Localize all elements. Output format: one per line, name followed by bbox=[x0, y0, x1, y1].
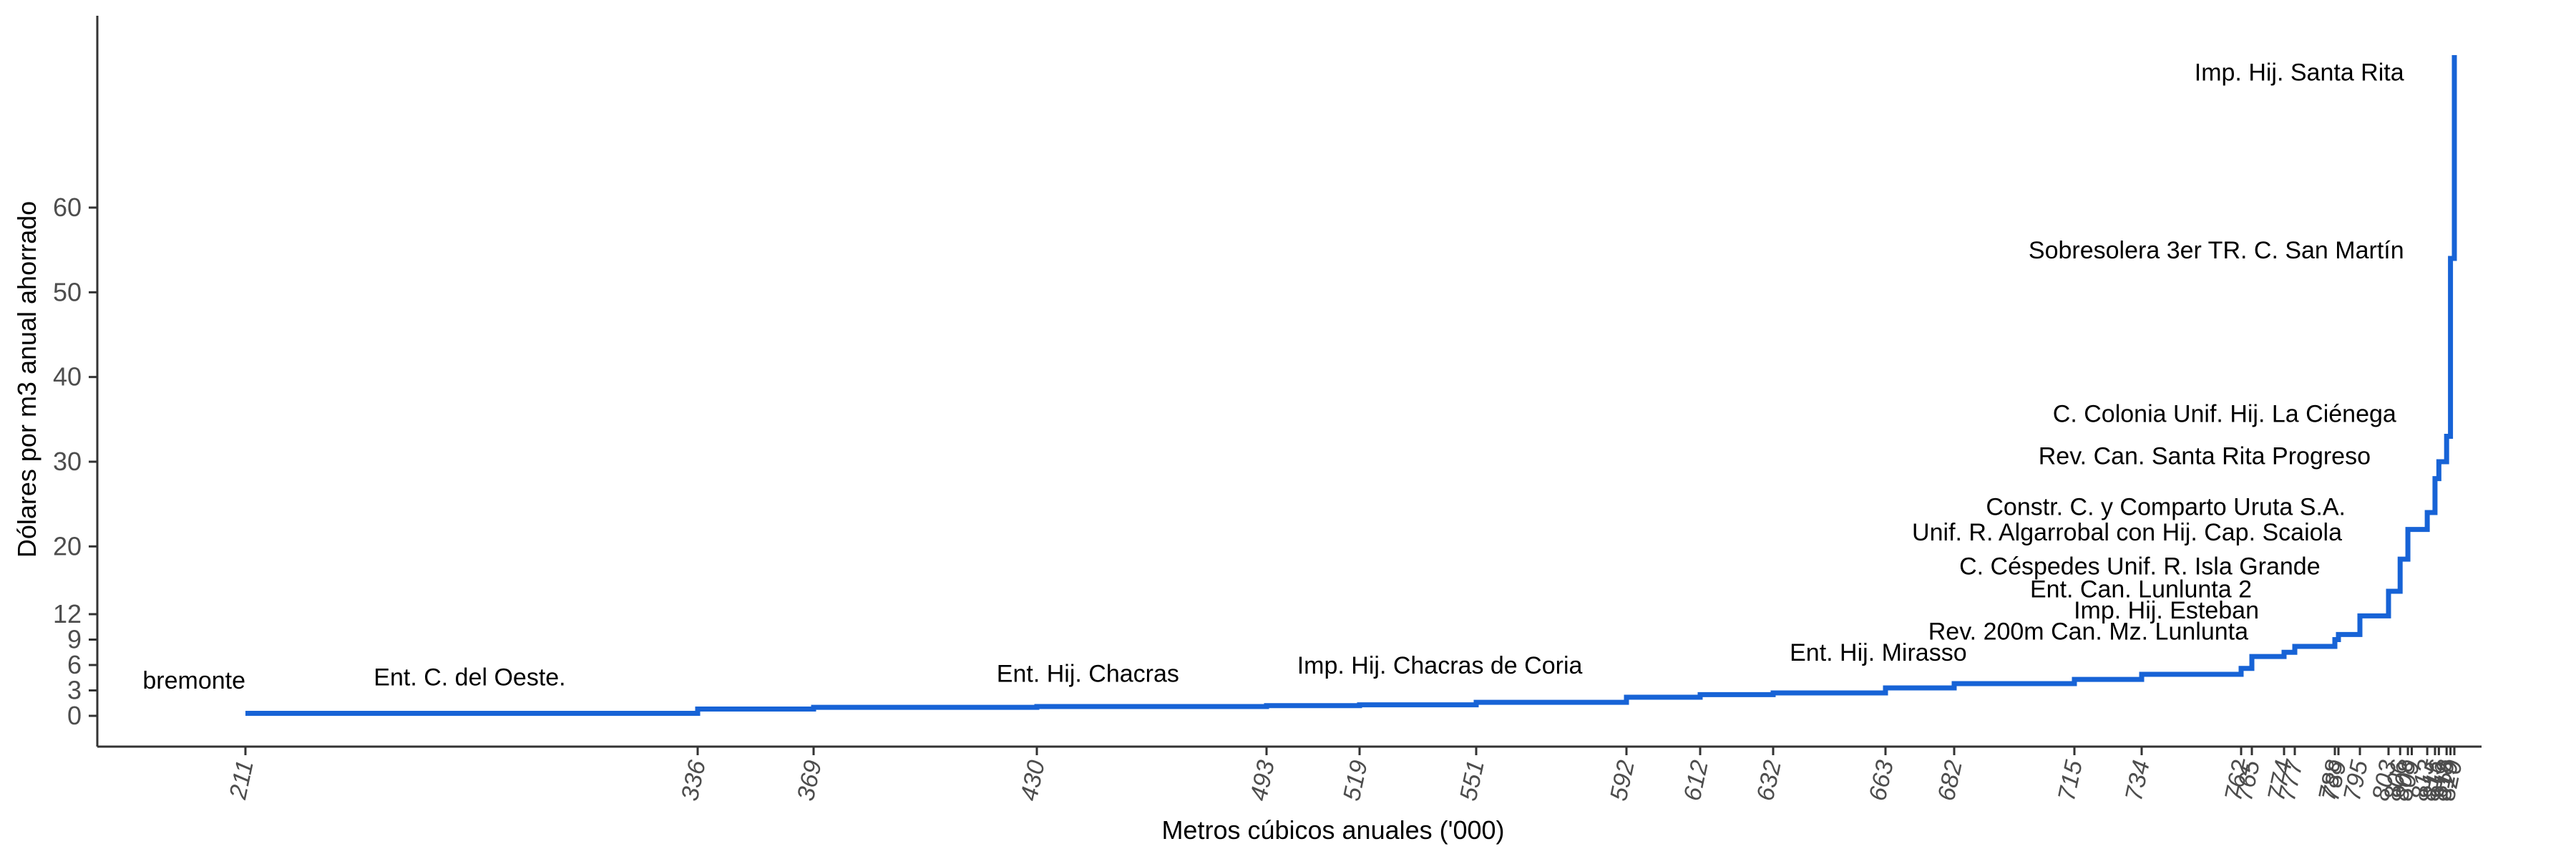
x-tick-label: 369 bbox=[792, 758, 827, 803]
y-tick-label: 12 bbox=[53, 599, 82, 629]
x-ticks: 211 336 369 430 493 519 551 592 612 632 663 682 715 7… bbox=[224, 747, 2468, 803]
annotation-label: Rev. Can. Santa Rita Progreso bbox=[2039, 443, 2371, 470]
x-tick-label: 336 bbox=[676, 758, 711, 803]
annotation-label: Ent. Can. Lunlunta 2 bbox=[2030, 576, 2252, 603]
annotation-label: Unif. R. Algarrobal con Hij. Cap. Scaiol… bbox=[1912, 519, 2342, 546]
x-tick-label: 734 bbox=[2120, 758, 2155, 803]
annotation-label: C. Colonia Unif. Hij. La Ciénega bbox=[2053, 400, 2396, 427]
x-tick-label: 519 bbox=[1338, 758, 1373, 803]
x-tick-label: 211 bbox=[224, 758, 259, 802]
annotation-label: Imp. Hij. Santa Rita bbox=[2195, 59, 2404, 87]
series-line bbox=[245, 55, 2457, 716]
x-tick-label: 493 bbox=[1245, 758, 1280, 803]
annotation-label: bremonte bbox=[142, 667, 245, 694]
x-tick-label: 682 bbox=[1933, 758, 1968, 803]
y-tick-label: 3 bbox=[67, 676, 82, 705]
annotation-label: Imp. Hij. Esteban bbox=[2074, 597, 2259, 624]
x-tick-label: 663 bbox=[1864, 758, 1899, 803]
y-tick-label: 0 bbox=[67, 701, 82, 730]
x-tick-label: 612 bbox=[1679, 758, 1714, 803]
y-tick-label: 50 bbox=[53, 277, 82, 306]
x-tick-label: 592 bbox=[1605, 758, 1640, 803]
x-tick-label: 551 bbox=[1455, 758, 1490, 803]
y-tick-label: 40 bbox=[53, 362, 82, 392]
annotation-label: Ent. C. del Oeste. bbox=[374, 664, 565, 691]
y-tick-label: 6 bbox=[67, 650, 82, 679]
annotations: bremonte Ent. C. del Oeste. Ent. Hij. Chac… bbox=[142, 59, 2404, 695]
annotation-label: C. Céspedes Unif. R. Isla Grande bbox=[1959, 553, 2321, 580]
y-tick-label: 60 bbox=[53, 193, 82, 222]
annotation-label: Sobresolera 3er TR. C. San Martín bbox=[2029, 237, 2404, 264]
annotation-label: Constr. C. y Comparto Uruta S.A. bbox=[1986, 494, 2346, 521]
annotation-label: Rev. 200m Can. Mz. Lunlunta bbox=[1928, 618, 2248, 646]
annotation-label: Ent. Hij. Mirasso bbox=[1790, 639, 1967, 666]
x-tick-label: 632 bbox=[1752, 758, 1787, 803]
y-axis-title: Dólares por m3 anual ahorrado bbox=[12, 201, 42, 558]
x-axis-title: Metros cúbicos anuales ('000) bbox=[1161, 815, 1504, 845]
y-tick-label: 20 bbox=[53, 531, 82, 560]
y-tick-label: 9 bbox=[67, 625, 82, 654]
y-tick-label: 30 bbox=[53, 447, 82, 476]
x-tick-label: 430 bbox=[1015, 758, 1050, 803]
axes bbox=[96, 16, 2482, 748]
x-tick-label: 715 bbox=[2053, 758, 2088, 803]
annotation-label: Imp. Hij. Chacras de Coria bbox=[1297, 652, 1583, 679]
annotation-label: Ent. Hij. Chacras bbox=[997, 661, 1179, 688]
